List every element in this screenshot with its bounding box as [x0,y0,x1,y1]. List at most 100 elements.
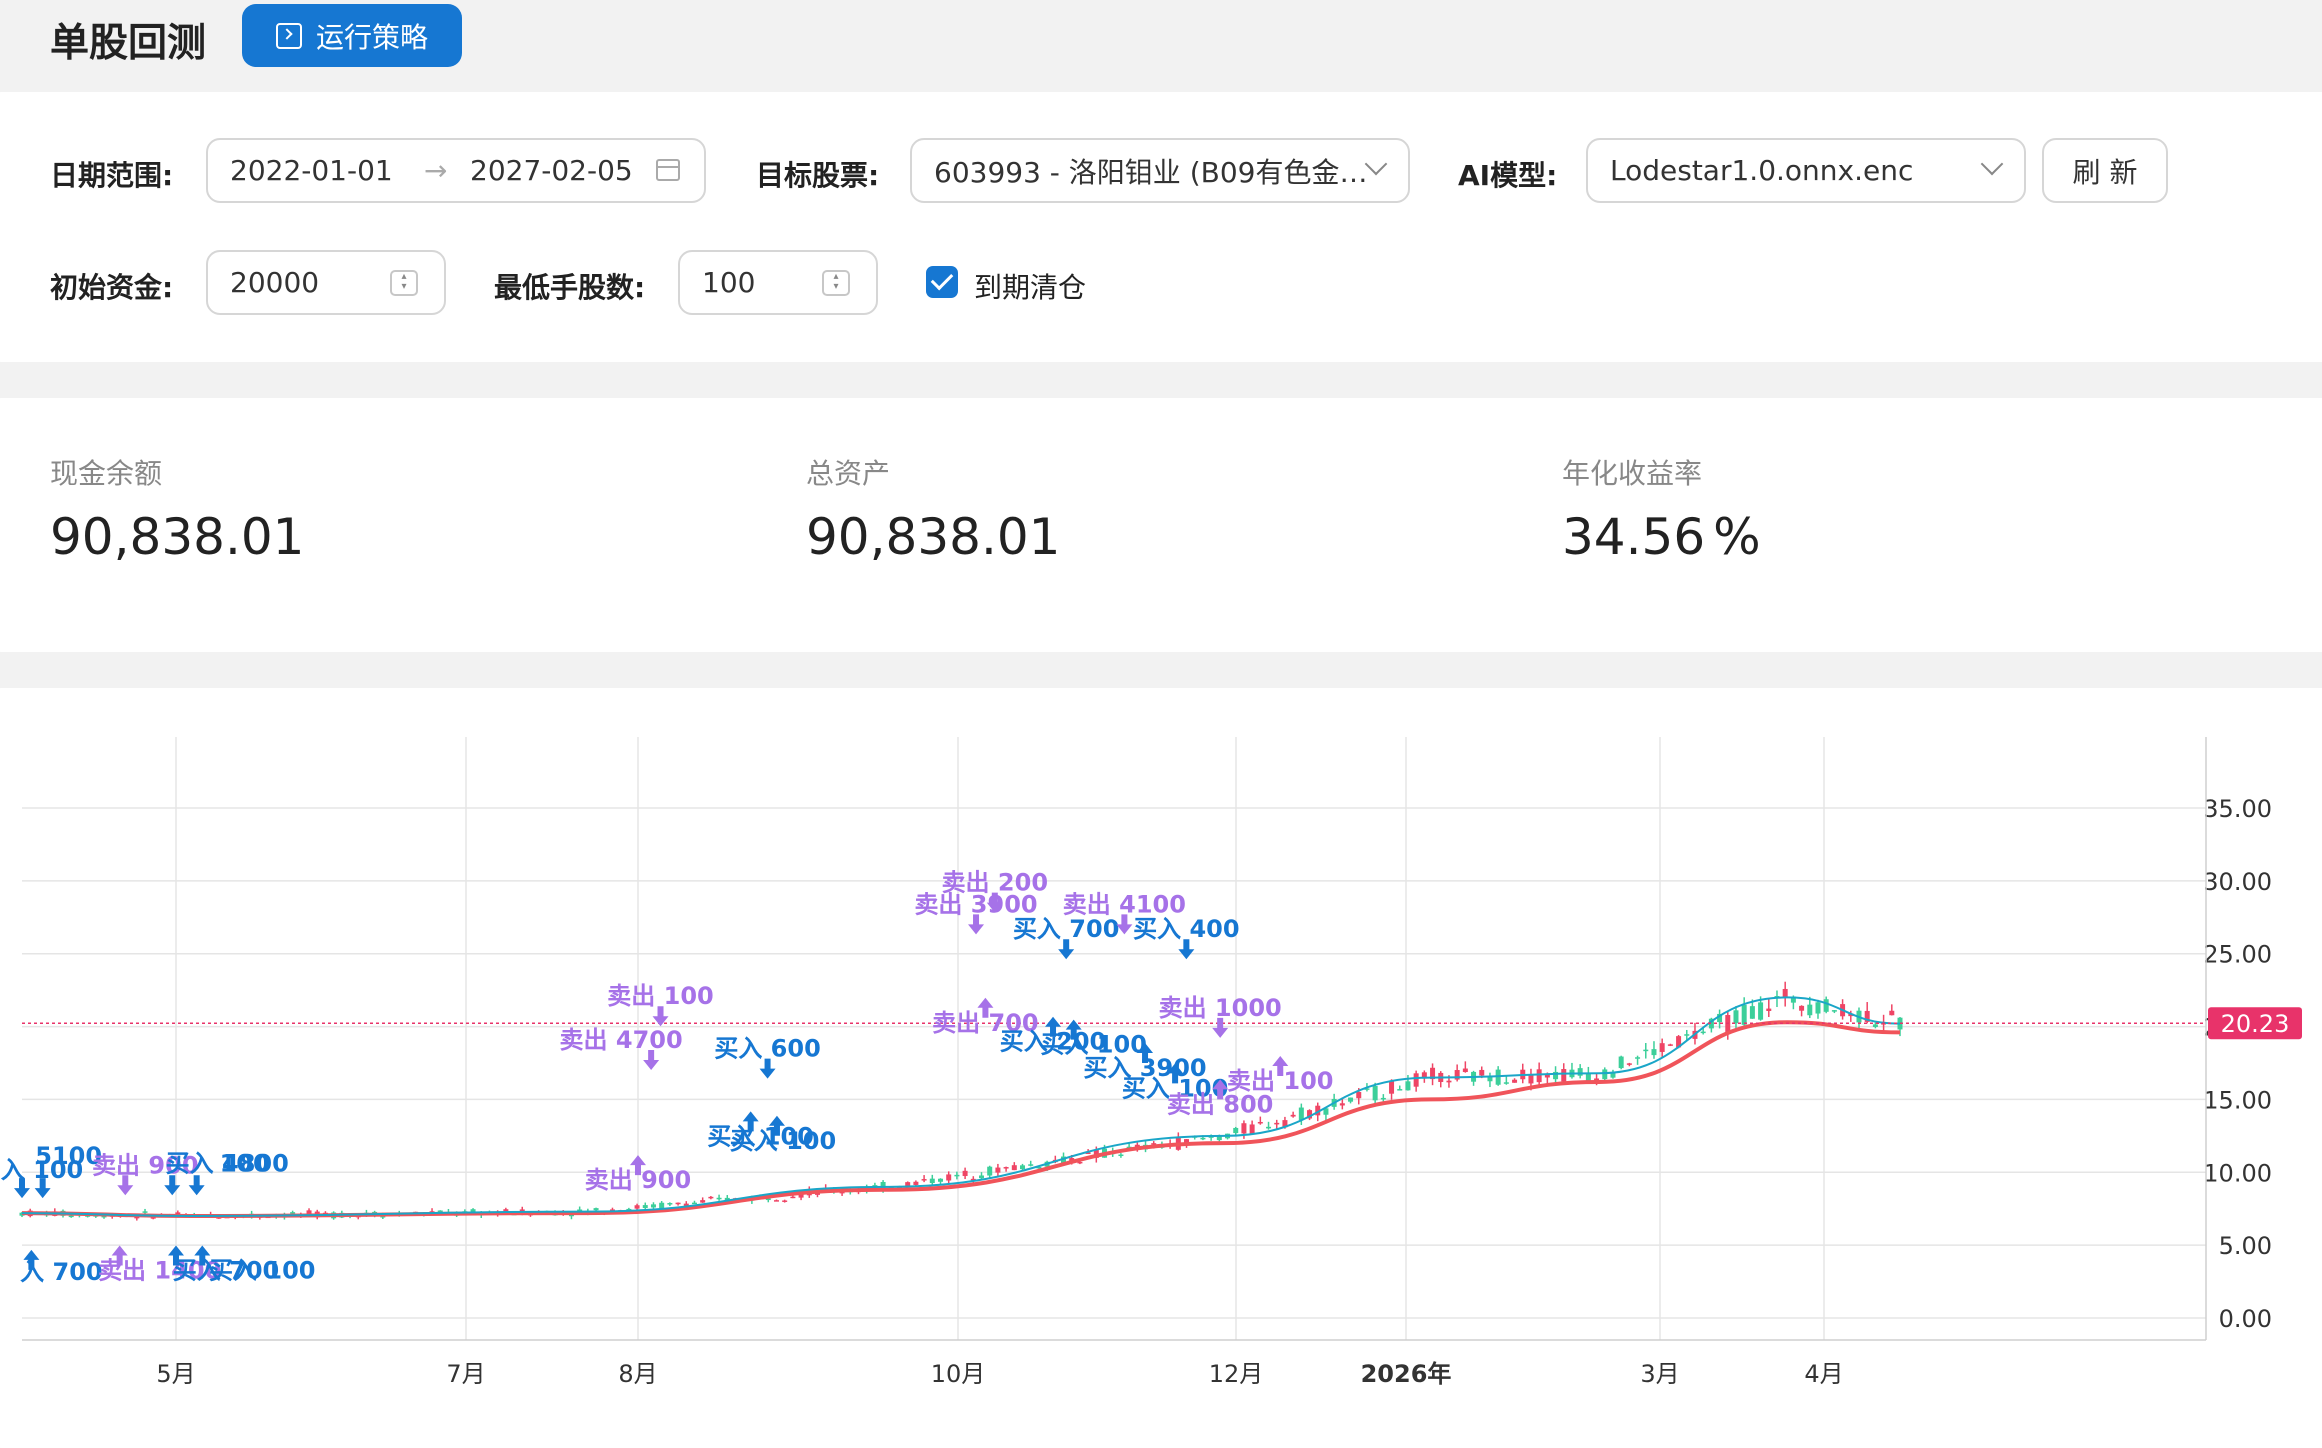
candle-body [1667,1044,1673,1046]
form-card [0,92,2322,362]
candle-body [1421,1072,1427,1079]
candle-body [1298,1107,1304,1121]
y-tick-label: 30.00 [2203,868,2272,896]
trade-label: 买入 100 [1040,1031,1146,1059]
x-tick-label: 7月 [446,1360,485,1388]
trade-label: 卖出 1000 [1159,994,1282,1022]
stock-select[interactable]: 603993 - 洛阳钼业 (B09有色金… [910,138,1410,203]
candle-body [1307,1110,1313,1119]
candle-body [1594,1078,1600,1081]
candle-body [708,1196,714,1199]
candle-body [1462,1068,1468,1073]
trade-label: 卖出 800 [1167,1090,1273,1118]
number-stepper-icon[interactable]: ▴ ▾ [822,270,850,296]
trade-label: 卖出 4700 [560,1026,683,1054]
date-range-label: 日期范围: [50,159,174,192]
buy-arrow-icon [768,1115,785,1136]
sell-arrow-icon [111,1245,128,1266]
sell-arrow-icon [1212,1017,1229,1038]
slow-ma-line [21,1020,1901,1219]
capital-input-value: 20000 [230,266,320,299]
date-end-value[interactable]: 2027-02-05 [470,154,633,187]
candle-body [626,1208,632,1211]
candle-body [1503,1082,1509,1084]
candle-body [659,1202,665,1209]
candle-body [1389,1080,1395,1094]
sell-arrow-icon [1272,1056,1289,1077]
chart-card [0,688,2322,1448]
lot-input[interactable]: 100 ▴ ▾ [678,250,878,315]
candle-body [609,1209,615,1211]
model-select[interactable]: Lodestar1.0.onnx.enc [1586,138,2026,203]
cash-balance-value: 90,838.01 [50,508,305,566]
candle-body [1733,1010,1739,1024]
candle-body [1676,1036,1682,1048]
candle-body [1799,1005,1805,1011]
sell-arrow-icon [1116,914,1133,935]
y-tick-label: 35.00 [2203,795,2272,823]
buy-arrow-icon [194,1245,211,1266]
candle-body [1536,1069,1542,1083]
candle-body [1077,1161,1083,1164]
number-stepper-icon[interactable]: ▴ ▾ [390,270,418,296]
trade-label: 买入 600 [714,1035,820,1063]
stock-select-value: 603993 - 洛阳钼业 (B09有色金… [934,155,1368,189]
sell-arrow-icon [968,914,985,935]
trade-label: 买入 100 [1122,1074,1228,1102]
candle-body [1889,1010,1895,1016]
candle-body [1807,1004,1813,1016]
clear-position-checkbox[interactable] [926,266,958,298]
page-title: 单股回测 [50,21,207,66]
candle-body [1749,1006,1755,1019]
candle-body [872,1185,878,1187]
candle-body [1274,1122,1280,1125]
sell-arrow-icon [643,1049,660,1070]
total-assets-title: 总资产 [806,457,891,490]
sell-arrow-icon [629,1155,646,1176]
sell-arrow-icon [1212,1079,1229,1100]
calendar-icon [656,159,680,181]
trade-label: 卖出 4100 [1063,890,1186,918]
buy-arrow-icon [167,1245,184,1266]
date-start-value[interactable]: 2022-01-01 [230,154,393,187]
run-strategy-label: 运行策略 [315,20,428,54]
candle-body [1553,1071,1559,1080]
backtest-chart[interactable]: 0.005.0010.0015.0020.0025.0030.0035.005月… [0,0,2322,1406]
candle-body [946,1174,952,1181]
candle-body [913,1181,919,1185]
trade-label: 5100 [35,1142,102,1170]
candle-body [839,1191,845,1194]
run-strategy-button[interactable]: 运行策略 [242,4,462,67]
candle-body [1356,1091,1362,1099]
candle-body [929,1178,935,1184]
candle-body [987,1166,993,1176]
candle-body [1610,1072,1616,1078]
annual-return-unit: % [1713,508,1761,566]
capital-input[interactable]: 20000 ▴ ▾ [206,250,446,315]
buy-arrow-icon [759,1058,776,1079]
candle-body [1758,1002,1764,1020]
trade-label: 卖出 700 [932,1009,1038,1037]
candle-body [1766,1008,1772,1011]
candle-body [1430,1067,1436,1080]
candle-body [1200,1137,1206,1140]
date-range-picker[interactable]: 2022-01-01 → 2027-02-05 [206,138,706,203]
trade-label: 买入 100 [707,1122,813,1150]
x-tick-label: 12月 [1209,1360,1264,1388]
candle-body [650,1204,656,1208]
candle-body [1708,1018,1714,1029]
buy-arrow-icon [188,1175,205,1196]
trade-label: 买入 100 [730,1127,836,1155]
candle-body [1380,1097,1386,1100]
trade-label: 买入 4800 [166,1149,289,1177]
capital-label: 初始资金: [50,271,174,304]
candle-body [1151,1143,1157,1145]
trade-label: 100 [220,1149,270,1177]
candle-body [1323,1108,1329,1115]
candle-body [790,1196,796,1199]
refresh-button[interactable]: 刷 新 [2042,138,2168,203]
buy-arrow-icon [1137,1042,1154,1063]
buy-arrow-icon [1045,1016,1062,1037]
trade-label: 买入 700 [1013,915,1119,943]
candle-body [773,1200,779,1202]
